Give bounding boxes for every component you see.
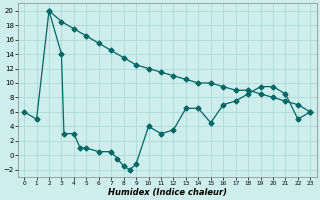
X-axis label: Humidex (Indice chaleur): Humidex (Indice chaleur) xyxy=(108,188,227,197)
